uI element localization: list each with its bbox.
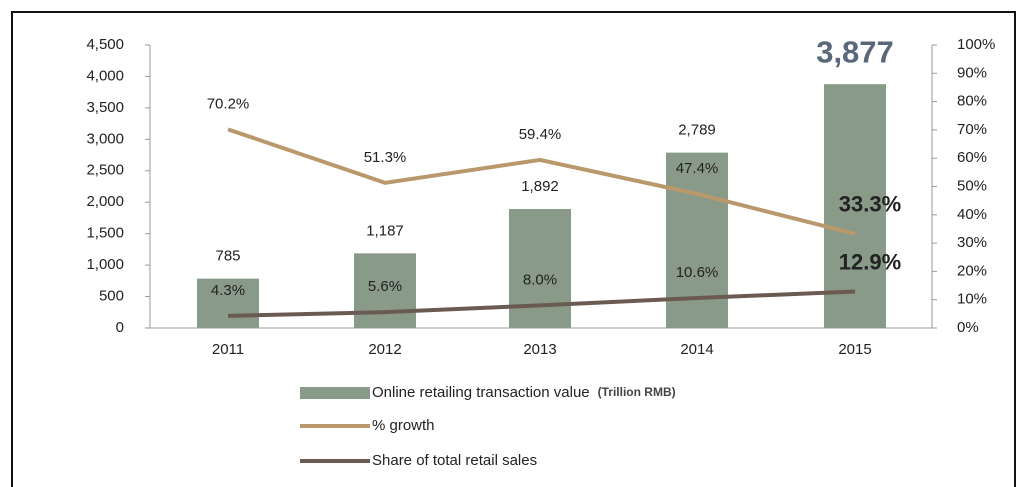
bar-value-label: 3,877: [816, 34, 894, 69]
line-value-label: 51.3%: [364, 149, 407, 166]
y-tick-label: 3,500: [86, 99, 124, 116]
line-value-label: 47.4%: [676, 160, 719, 177]
y2-tick-label: 60%: [957, 149, 987, 166]
x-tick-label: 2015: [838, 341, 871, 358]
line: [227, 289, 856, 318]
line: [227, 127, 856, 236]
y-tick-label: 4,500: [86, 36, 124, 53]
legend-label: % growth: [372, 417, 435, 434]
y2-tick-label: 50%: [957, 177, 987, 194]
x-tick-label: 2012: [368, 341, 401, 358]
line-value-label: 5.6%: [368, 278, 402, 295]
bar: [197, 278, 259, 328]
bar-value-label: 785: [215, 248, 240, 265]
bar-value-label: 1,187: [366, 222, 404, 239]
y2-tick-label: 80%: [957, 93, 987, 110]
y-tick-label: 500: [99, 288, 124, 305]
y2-tick-label: 90%: [957, 64, 987, 81]
y2-tick-label: 100%: [957, 36, 995, 53]
y2-tick-label: 10%: [957, 291, 987, 308]
line-value-label: 10.6%: [676, 264, 719, 281]
legend-swatch: [300, 387, 370, 399]
legend-unit: (Trillion RMB): [598, 385, 676, 399]
y2-tick-label: 20%: [957, 262, 987, 279]
y-tick-label: 1,000: [86, 256, 124, 273]
line-value-label: 8.0%: [523, 271, 557, 288]
x-tick-label: 2013: [523, 341, 556, 358]
legend-label: Share of total retail sales: [372, 452, 537, 469]
y2-tick-label: 40%: [957, 206, 987, 223]
y-tick-label: 4,000: [86, 67, 124, 84]
y-tick-label: 2,000: [86, 193, 124, 210]
bar: [666, 152, 728, 328]
x-tick-label: 2014: [680, 341, 713, 358]
bar: [509, 209, 571, 328]
x-tick-label: 2011: [212, 341, 244, 358]
line-value-label: 4.3%: [211, 282, 245, 299]
line-value-label: 70.2%: [207, 95, 250, 112]
line-value-label: 59.4%: [519, 126, 562, 143]
y-tick-label: 0: [116, 319, 124, 336]
legend-label: Online retailing transaction value: [372, 384, 590, 401]
y2-tick-label: 0%: [957, 319, 979, 336]
y2-tick-label: 30%: [957, 234, 987, 251]
frame: [11, 11, 1016, 487]
y2-tick-label: 70%: [957, 121, 987, 138]
line-value-label: 12.9%: [839, 249, 901, 274]
bar-value-label: 2,789: [678, 122, 716, 139]
bar: [824, 84, 886, 328]
y-tick-label: 1,500: [86, 225, 124, 242]
y-tick-label: 3,000: [86, 130, 124, 147]
bar: [354, 253, 416, 328]
bar-value-label: 1,892: [521, 178, 559, 195]
y-tick-label: 2,500: [86, 162, 124, 179]
line-value-label: 33.3%: [839, 192, 901, 217]
